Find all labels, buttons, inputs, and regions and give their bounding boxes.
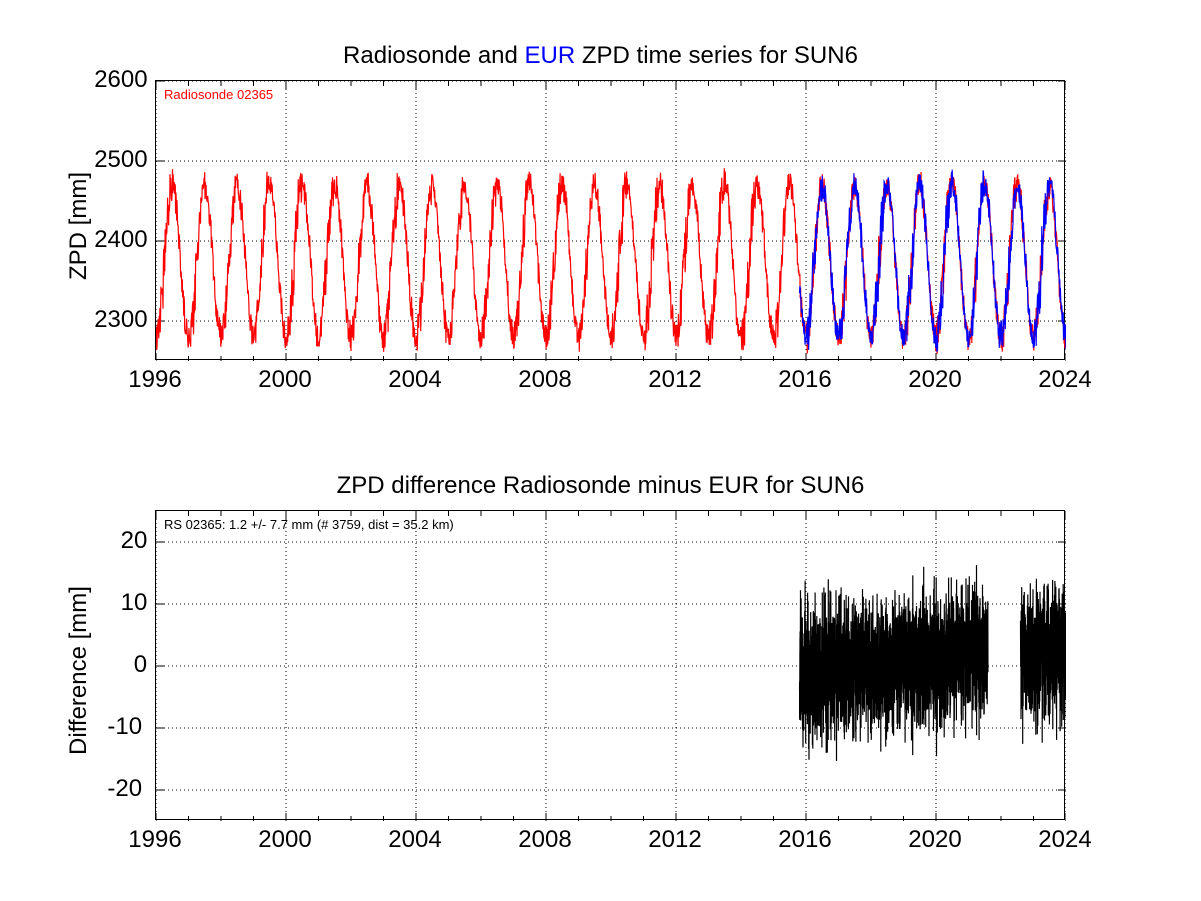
ytick-label: 2300 [94, 306, 147, 334]
xtick-label: 2012 [645, 826, 705, 854]
xtick-label: 2004 [385, 826, 445, 854]
panel1-title-before: Radiosonde and [343, 42, 524, 69]
xtick-label: 2020 [905, 366, 965, 394]
ytick-label: 0 [134, 651, 147, 679]
xtick-label: 2008 [515, 366, 575, 394]
panel2-legend: RS 02365: 1.2 +/- 7.7 mm (# 3759, dist =… [164, 517, 454, 532]
panel1-ylabel: ZPD [mm] [65, 172, 93, 280]
xtick-label: 1996 [125, 826, 185, 854]
xtick-label: 2024 [1035, 826, 1095, 854]
panel2-title: ZPD difference Radiosonde minus EUR for … [0, 472, 1201, 500]
xtick-label: 1996 [125, 366, 185, 394]
panel1-svg [156, 81, 1066, 361]
xtick-label: 2024 [1035, 366, 1095, 394]
panel1-title-after: ZPD time series for SUN6 [575, 42, 858, 69]
figure: Radiosonde and EUR ZPD time series for S… [0, 0, 1201, 901]
panel2-axes: RS 02365: 1.2 +/- 7.7 mm (# 3759, dist =… [155, 510, 1065, 820]
ytick-label: -10 [107, 713, 142, 741]
xtick-label: 2020 [905, 826, 965, 854]
xtick-label: 2016 [775, 826, 835, 854]
xtick-label: 2000 [255, 826, 315, 854]
ytick-label: 2400 [94, 226, 147, 254]
panel1-title-blue: EUR [525, 42, 576, 69]
xtick-label: 2004 [385, 366, 445, 394]
panel1-title: Radiosonde and EUR ZPD time series for S… [0, 42, 1201, 70]
panel1-axes: Radiosonde 02365 [155, 80, 1065, 360]
panel1-legend: Radiosonde 02365 [164, 87, 273, 102]
xtick-label: 2012 [645, 366, 705, 394]
xtick-label: 2016 [775, 366, 835, 394]
ytick-label: 2500 [94, 146, 147, 174]
ytick-label: 2600 [94, 66, 147, 94]
ytick-label: 10 [121, 589, 148, 617]
panel2-ylabel: Difference [mm] [65, 586, 93, 755]
xtick-label: 2000 [255, 366, 315, 394]
ytick-label: 20 [121, 527, 148, 555]
panel2-svg [156, 511, 1066, 821]
xtick-label: 2008 [515, 826, 575, 854]
ytick-label: -20 [107, 775, 142, 803]
